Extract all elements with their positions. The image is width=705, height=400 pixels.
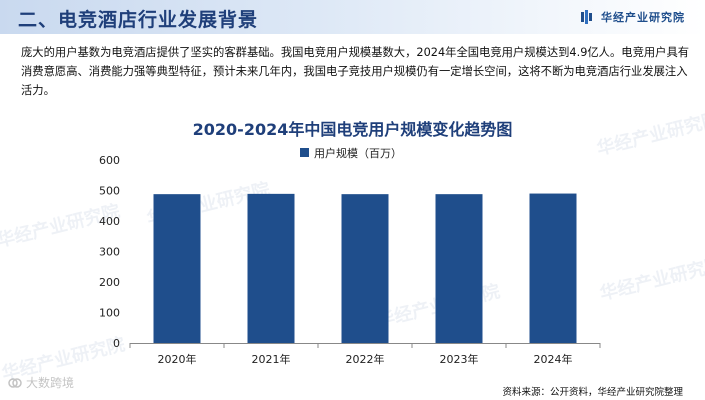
- x-tick-label: 2022年: [346, 352, 385, 366]
- x-tick-label: 2023年: [440, 352, 479, 366]
- y-tick-label: 0: [113, 337, 120, 350]
- link-icon: [8, 377, 22, 388]
- y-tick-label: 200: [99, 276, 120, 289]
- chart-title: 2020-2024年中国电竞用户规模变化趋势图: [192, 120, 513, 139]
- bar: [153, 194, 201, 343]
- legend-swatch: [300, 148, 309, 157]
- y-tick-label: 400: [99, 215, 120, 228]
- legend-label: 用户规模（百万）: [314, 146, 402, 160]
- footer-mark-text: 大数跨境: [26, 376, 75, 390]
- y-tick-label: 500: [99, 185, 120, 198]
- bar: [435, 194, 483, 343]
- brand-name: 华经产业研究院: [601, 11, 685, 24]
- brand-logo-icon: [581, 10, 592, 24]
- y-tick-label: 100: [99, 307, 120, 320]
- x-tick-label: 2024年: [534, 352, 573, 366]
- bar: [529, 193, 577, 343]
- brand: 华经产业研究院: [581, 9, 685, 25]
- section-title: 二、电竞酒店行业发展背景: [18, 9, 259, 31]
- x-tick-label: 2021年: [252, 352, 291, 366]
- bar: [341, 194, 389, 343]
- footer-mark: 大数跨境: [8, 374, 74, 391]
- y-tick-label: 600: [99, 154, 120, 167]
- x-tick-label: 2020年: [158, 352, 197, 366]
- intro-paragraph: 庞大的用户基数为电竞酒店提供了坚实的客群基础。我国电竞用户规模基数大，2024年…: [21, 46, 690, 97]
- bar: [247, 193, 295, 343]
- source-note: 资料来源：公开资料，华经产业研究院整理: [502, 387, 683, 398]
- y-tick-label: 300: [99, 246, 120, 259]
